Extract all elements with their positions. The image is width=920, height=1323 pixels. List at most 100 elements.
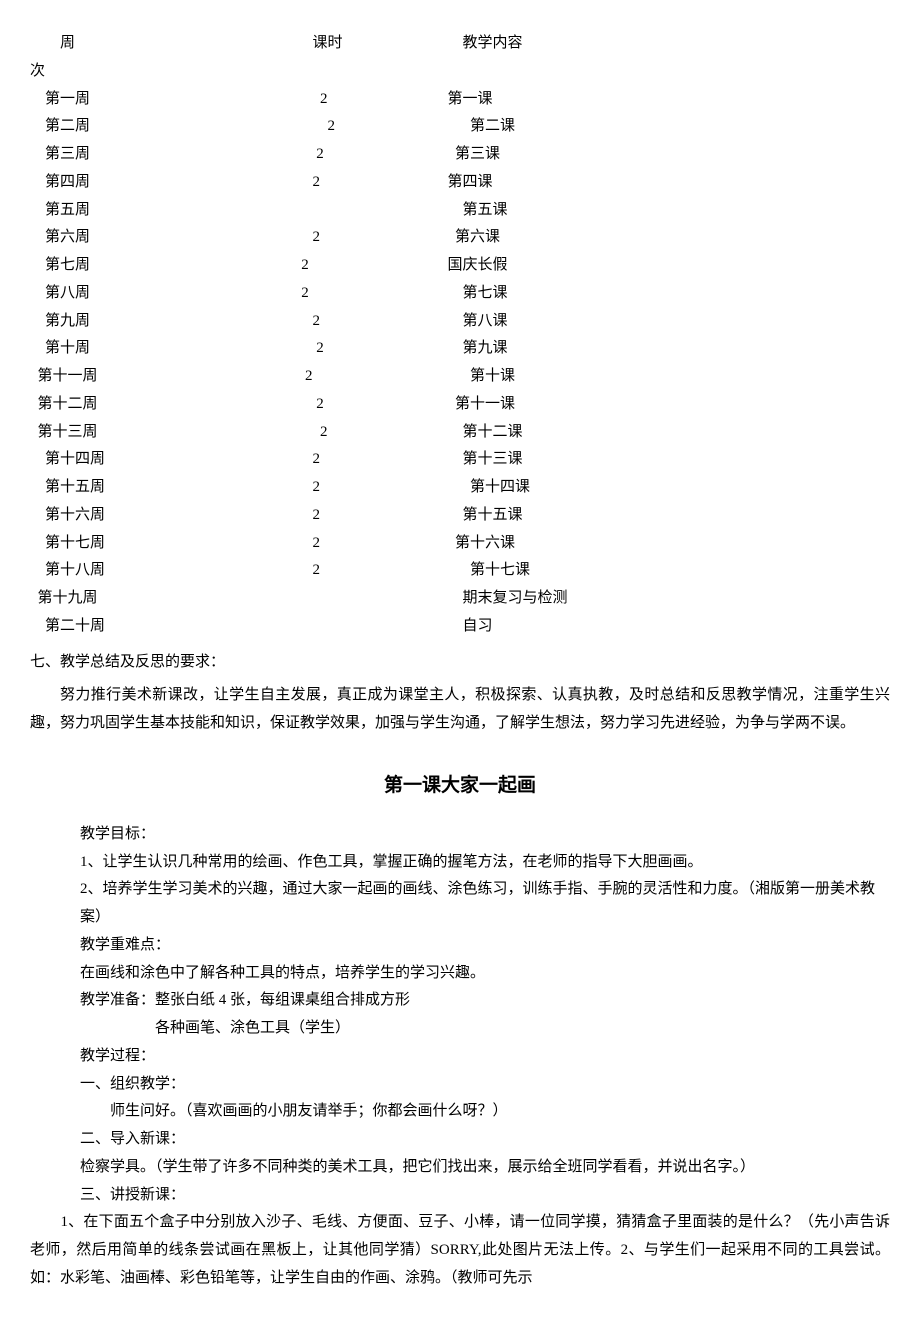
cell-content: 第十七课 — [410, 557, 890, 585]
schedule-row: 第五周 第五课 — [30, 197, 890, 225]
section7-body: 努力推行美术新课改，让学生自主发展，真正成为课堂主人，积极探索、认真执教，及时总… — [30, 682, 890, 738]
process-heading: 教学过程： — [80, 1043, 880, 1071]
cell-content: 第十六课 — [410, 530, 890, 558]
prep-body: 各种画笔、涂色工具（学生） — [80, 1015, 880, 1043]
lesson-block: 教学目标： 1、让学生认识几种常用的绘画、作色工具，掌握正确的握笔方法，在老师的… — [30, 821, 890, 1210]
cell-hours: 2 — [260, 141, 410, 169]
difficulty-body: 在画线和涂色中了解各种工具的特点，培养学生的学习兴趣。 — [80, 960, 880, 988]
schedule-row: 第十九周 期末复习与检测 — [30, 585, 890, 613]
sec3-heading: 三、讲授新课： — [80, 1182, 880, 1210]
cell-content: 第七课 — [410, 280, 890, 308]
lesson-title: 第一课大家一起画 — [30, 768, 890, 803]
schedule-row: 第十周 2 第九课 — [30, 335, 890, 363]
schedule-row: 第三周 2 第三课 — [30, 141, 890, 169]
schedule-row: 第二周 2 第二课 — [30, 113, 890, 141]
schedule-row: 第十四周 2 第十三课 — [30, 446, 890, 474]
header-week: 周 — [30, 30, 260, 58]
cell-hours: 2 — [260, 224, 410, 252]
cell-week: 第九周 — [30, 308, 260, 336]
difficulty-heading: 教学重难点： — [80, 932, 880, 960]
goal-1: 1、让学生认识几种常用的绘画、作色工具，掌握正确的握笔方法，在老师的指导下大胆画… — [80, 849, 880, 877]
cell-week: 第十四周 — [30, 446, 260, 474]
cell-week: 第八周 — [30, 280, 260, 308]
cell-week: 第十一周 — [30, 363, 260, 391]
prep-heading: 教学准备：整张白纸 4 张，每组课桌组合排成方形 — [80, 987, 880, 1015]
schedule-row: 第七周 2 国庆长假 — [30, 252, 890, 280]
cell-week: 第十二周 — [30, 391, 260, 419]
header2-week: 次 — [30, 58, 260, 86]
cell-hours: 2 — [260, 308, 410, 336]
sec1-body: 师生问好。（喜欢画画的小朋友请举手；你都会画什么呀？） — [80, 1098, 880, 1126]
cell-week: 第十三周 — [30, 419, 260, 447]
cell-hours: 2 — [260, 252, 410, 280]
section7-heading: 七、教学总结及反思的要求： — [30, 649, 890, 677]
sec3-body: 1、在下面五个盒子中分别放入沙子、毛线、方便面、豆子、小棒，请一位同学摸，猜猜盒… — [30, 1209, 890, 1292]
cell-hours: 2 — [260, 391, 410, 419]
header-hours: 课时 — [260, 30, 410, 58]
cell-content: 自习 — [410, 613, 890, 641]
schedule-row: 第十七周 2 第十六课 — [30, 530, 890, 558]
header-content: 教学内容 — [410, 30, 890, 58]
cell-week: 第七周 — [30, 252, 260, 280]
cell-hours: 2 — [260, 363, 410, 391]
schedule-table: 周 课时 教学内容 次 第一周 2 第一课 第二周 2 第二课 第三周 2 第三… — [30, 30, 890, 641]
cell-hours: 2 — [260, 113, 410, 141]
schedule-row: 第十五周 2 第十四课 — [30, 474, 890, 502]
cell-week: 第十周 — [30, 335, 260, 363]
schedule-header-2: 次 — [30, 58, 890, 86]
cell-content: 第八课 — [410, 308, 890, 336]
sec1-heading: 一、组织教学： — [80, 1071, 880, 1099]
cell-hours: 2 — [260, 86, 410, 114]
cell-content: 国庆长假 — [410, 252, 890, 280]
schedule-row: 第十一周 2 第十课 — [30, 363, 890, 391]
cell-hours — [260, 197, 410, 225]
schedule-row: 第一周 2 第一课 — [30, 86, 890, 114]
schedule-row: 第十八周 2 第十七课 — [30, 557, 890, 585]
cell-week: 第一周 — [30, 86, 260, 114]
cell-content: 第十一课 — [410, 391, 890, 419]
cell-week: 第三周 — [30, 141, 260, 169]
cell-content: 期末复习与检测 — [410, 585, 890, 613]
cell-hours: 2 — [260, 280, 410, 308]
cell-week: 第二周 — [30, 113, 260, 141]
schedule-row: 第九周 2 第八课 — [30, 308, 890, 336]
cell-week: 第十八周 — [30, 557, 260, 585]
cell-hours: 2 — [260, 335, 410, 363]
cell-week: 第四周 — [30, 169, 260, 197]
schedule-header: 周 课时 教学内容 — [30, 30, 890, 58]
schedule-row: 第二十周 自习 — [30, 613, 890, 641]
cell-week: 第五周 — [30, 197, 260, 225]
cell-hours: 2 — [260, 502, 410, 530]
schedule-row: 第八周 2 第七课 — [30, 280, 890, 308]
cell-week: 第十九周 — [30, 585, 260, 613]
goals-heading: 教学目标： — [80, 821, 880, 849]
cell-content: 第二课 — [410, 113, 890, 141]
schedule-row: 第六周 2 第六课 — [30, 224, 890, 252]
cell-hours: 2 — [260, 169, 410, 197]
cell-week: 第十六周 — [30, 502, 260, 530]
sec2-body: 检察学具。（学生带了许多不同种类的美术工具，把它们找出来，展示给全班同学看看，并… — [80, 1154, 880, 1182]
sec2-heading: 二、导入新课： — [80, 1126, 880, 1154]
cell-content: 第三课 — [410, 141, 890, 169]
cell-hours: 2 — [260, 557, 410, 585]
schedule-row: 第四周 2 第四课 — [30, 169, 890, 197]
schedule-row: 第十二周 2 第十一课 — [30, 391, 890, 419]
cell-hours: 2 — [260, 446, 410, 474]
cell-content: 第十二课 — [410, 419, 890, 447]
cell-week: 第二十周 — [30, 613, 260, 641]
cell-content: 第一课 — [410, 86, 890, 114]
schedule-row: 第十三周 2 第十二课 — [30, 419, 890, 447]
cell-week: 第十五周 — [30, 474, 260, 502]
cell-content: 第十三课 — [410, 446, 890, 474]
cell-content: 第五课 — [410, 197, 890, 225]
cell-hours: 2 — [260, 474, 410, 502]
cell-hours — [260, 613, 410, 641]
cell-content: 第十五课 — [410, 502, 890, 530]
cell-week: 第六周 — [30, 224, 260, 252]
cell-hours — [260, 585, 410, 613]
cell-hours: 2 — [260, 419, 410, 447]
cell-hours: 2 — [260, 530, 410, 558]
cell-content: 第九课 — [410, 335, 890, 363]
cell-content: 第十课 — [410, 363, 890, 391]
goal-2: 2、培养学生学习美术的兴趣，通过大家一起画的画线、涂色练习，训练手指、手腕的灵活… — [80, 876, 880, 932]
